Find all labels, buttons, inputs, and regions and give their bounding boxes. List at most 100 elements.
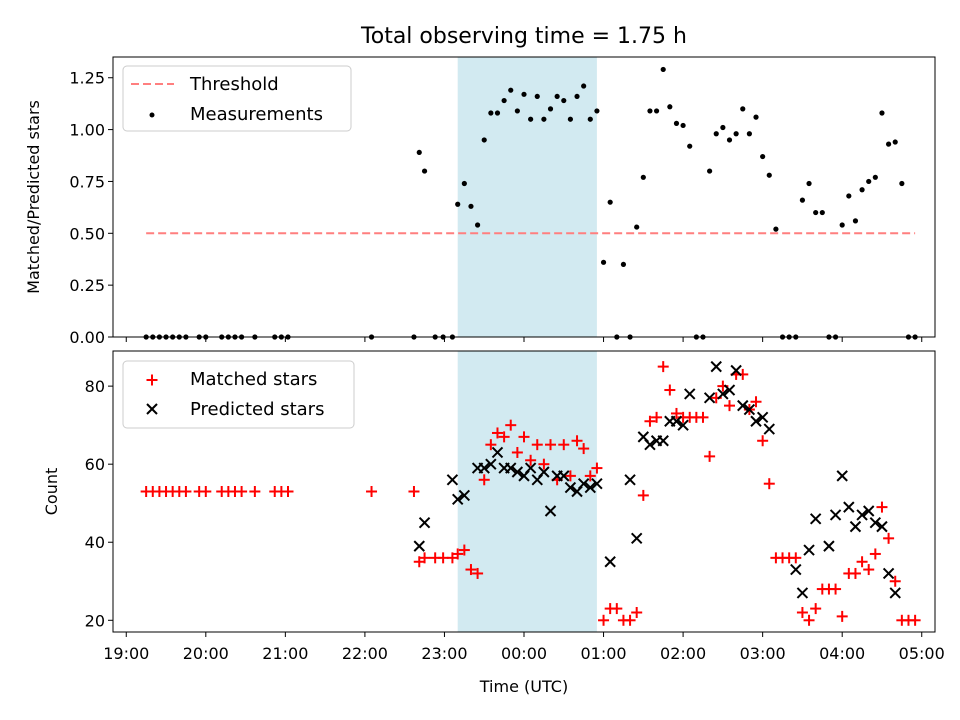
x-tick-label: 05:00 [899,644,945,663]
predicted-star-point [458,489,471,502]
measurement-point [885,141,892,147]
y-tick-label: 1.00 [69,121,105,140]
predicted-star-point [677,419,689,431]
matched-star-point [598,614,610,626]
counts-legend-box [122,360,355,429]
y-tick-label: 80 [85,377,105,396]
measurement-point [813,209,819,216]
measurement-point [508,87,514,93]
x-tick-label: 20:00 [183,644,229,663]
predicted-star-point [829,509,842,521]
measurement-point [687,143,693,149]
measurement-point [726,137,733,143]
ratio-legend: Threshold Measurements [122,65,352,132]
measurement-point [660,66,666,73]
measurement-point [680,122,686,129]
y-tick-label: 0.75 [69,172,105,191]
predicted-star-point [604,556,616,568]
x-tick-label: 21:00 [262,644,308,663]
measurement-point [416,149,422,156]
matched-star-point [511,446,523,458]
matched-star-point [472,567,484,579]
matched-star-point [796,606,808,618]
matched-star-point [697,411,709,423]
measurement-point [859,187,865,193]
x-tick-label: 00:00 [501,644,547,663]
matched-star-point [750,396,762,408]
predicted-star-point [630,532,643,545]
matched-star-point [200,486,212,497]
predicted-star-point [843,501,855,513]
predicted-star-point [809,513,822,525]
measurement-point [607,199,613,205]
legend-threshold-label: Threshold [189,74,279,95]
predicted-star-point [478,462,490,474]
chart-title: Total observing time = 1.75 h [360,24,687,49]
predicted-star-point [889,587,901,599]
predicted-star-point [418,517,431,529]
predicted-star-point [446,474,459,486]
matched-star-point [763,478,775,490]
measurement-point [501,97,507,104]
measurement-point [713,131,719,137]
matched-star-point [180,486,192,497]
measurement-point [733,131,739,137]
measurement-point [474,222,481,228]
measurement-point [707,168,713,174]
measurement-point [521,91,527,97]
matched-star-point [836,610,848,622]
counts-axes-frame [112,350,936,633]
x-tick-label: 01:00 [580,644,626,663]
predicted-star-point [703,392,716,404]
predicted-star-point [730,364,742,377]
measurement-point [541,116,547,122]
measurement-point [488,110,494,116]
predicted-star-point [836,470,848,482]
predicted-star-point [790,563,802,576]
ratio-y-axis-label: Matched/Predicted stars [24,100,43,294]
matched-star-point [631,606,643,618]
matched-star-point [465,564,477,576]
matched-star-point [458,544,470,556]
counts-y-axis-label: Count [42,468,61,516]
matched-star-point [584,470,596,482]
measurement-point [879,110,885,116]
matched-star-point [538,458,550,470]
predicted-star-point [876,520,888,533]
measurement-point [746,131,752,137]
counts-legend: Matched stars Predicted stars [122,360,355,429]
predicted-star-point [577,477,590,490]
predicted-star-point [670,415,683,427]
measurement-point [753,114,759,120]
predicted-star-point [737,399,749,412]
matched-star-point [637,489,649,501]
predicted-star-point [452,493,464,506]
x-tick-label: 03:00 [740,644,786,663]
predicted-star-point [558,470,570,482]
matched-star-point [498,431,510,443]
measurement-point [461,180,467,187]
predicted-star-point [511,466,524,478]
predicted-star-point [524,462,537,474]
x-tick-label: 02:00 [660,644,706,663]
predicted-star-point [591,477,603,490]
observing-window-span [457,57,597,337]
measurement-point [653,108,660,114]
x-tick-label: 23:00 [421,644,467,663]
measurement-point [640,174,646,180]
matched-star-point [883,532,895,544]
predicted-star-point [803,544,815,556]
matched-star-point [282,486,294,497]
measurement-point [667,104,673,110]
predicted-star-point [538,466,550,478]
legend-matched-swatch [146,374,158,386]
measurement-point [581,83,587,89]
predicted-star-point [849,520,862,533]
measurement-point [673,120,680,126]
matched-star-point [909,614,921,626]
matched-star-point [644,415,656,427]
matched-star-point [810,603,822,615]
measurement-point [892,139,898,145]
matched-star-point [366,486,378,497]
predicted-star-point [491,446,504,459]
